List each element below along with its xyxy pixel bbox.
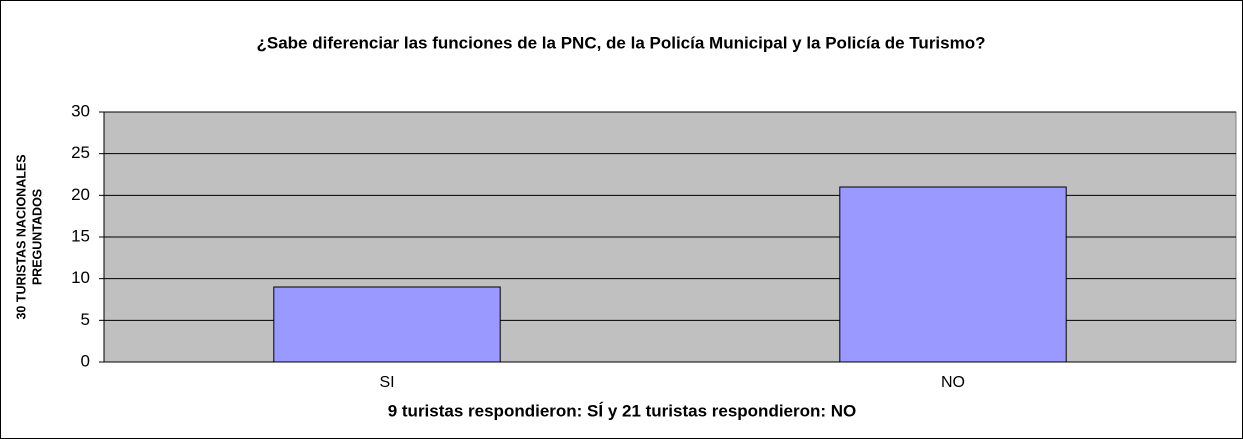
bar xyxy=(273,286,501,363)
y-tick-label: 10 xyxy=(71,268,90,287)
chart-title: ¿Sabe diferenciar las funciones de la PN… xyxy=(256,33,985,52)
x-tick-label: SI xyxy=(379,374,394,391)
y-tick-label: 5 xyxy=(81,310,90,329)
x-axis-label: 9 turistas respondieron: SÍ y 21 turista… xyxy=(388,401,857,420)
y-tick-label: 15 xyxy=(71,226,90,245)
y-tick-label: 30 xyxy=(71,101,90,120)
y-axis-label: 30 TURISTAS NACIONALES xyxy=(14,154,28,319)
y-tick-label: 20 xyxy=(71,185,90,204)
bar xyxy=(839,186,1067,363)
x-tick-label: NO xyxy=(941,374,965,391)
y-tick-label: 0 xyxy=(81,351,90,370)
y-axis-label: PREGUNTADOS xyxy=(30,189,44,285)
y-tick-label: 25 xyxy=(71,143,90,162)
